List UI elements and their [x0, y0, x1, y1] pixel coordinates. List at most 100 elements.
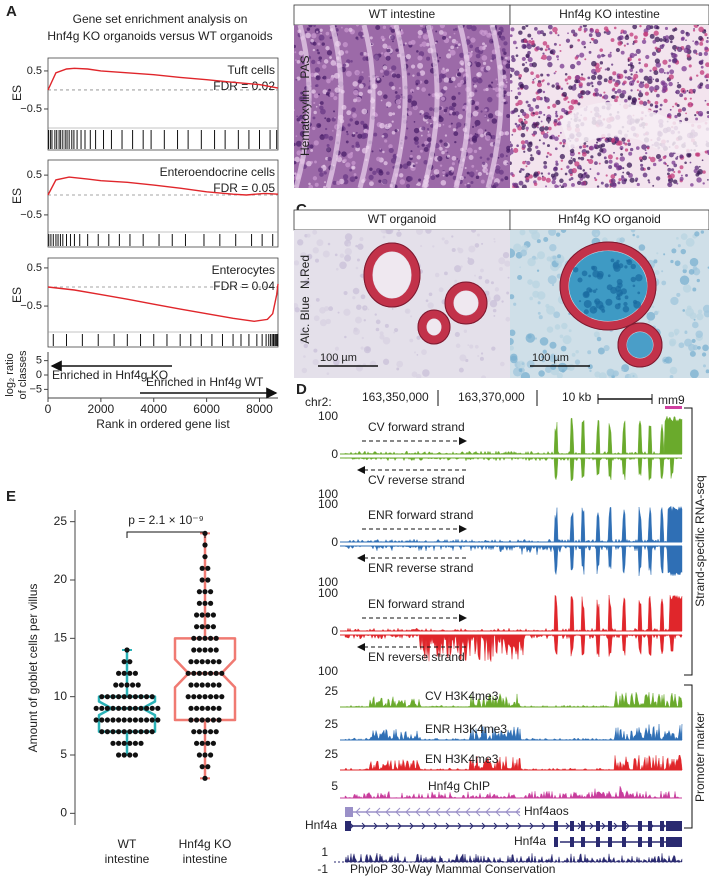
- significance-bracket: [126, 531, 206, 538]
- strand-chevron: [361, 822, 366, 830]
- cell: [574, 359, 581, 365]
- strand-chevron: [433, 822, 438, 830]
- stain-label: N.Red: [298, 255, 312, 289]
- cell: [443, 142, 448, 147]
- alcian-spot: [622, 305, 630, 313]
- arrow-label: Enriched in Hnf4g WT: [146, 375, 264, 389]
- cell: [564, 172, 568, 176]
- exon: [622, 837, 626, 847]
- cell: [549, 243, 557, 252]
- cell: [686, 89, 689, 92]
- cell: [405, 54, 411, 60]
- panel-label: C: [296, 201, 307, 218]
- data-point: [202, 554, 208, 560]
- cell: [416, 50, 419, 53]
- exon: [554, 821, 558, 831]
- data-point: [99, 694, 105, 700]
- cell: [656, 26, 660, 30]
- data-point: [110, 729, 116, 735]
- cell: [426, 121, 429, 124]
- cell: [545, 177, 551, 183]
- cell: [357, 133, 363, 139]
- cell: [439, 56, 441, 59]
- cell: [678, 342, 685, 349]
- cell: [438, 115, 442, 119]
- cell: [609, 185, 612, 188]
- cell: [667, 167, 672, 172]
- data-point: [194, 624, 200, 630]
- cell: [568, 178, 572, 181]
- cell: [472, 83, 475, 86]
- cell: [364, 129, 370, 134]
- cell: [322, 250, 330, 258]
- cell: [473, 84, 478, 88]
- cell: [334, 346, 340, 351]
- cell: [295, 140, 302, 147]
- cell: [638, 58, 641, 62]
- data-point: [113, 682, 119, 688]
- cell: [629, 68, 634, 72]
- cell: [530, 71, 534, 75]
- cell: [306, 253, 313, 260]
- cell: [614, 163, 618, 168]
- cell: [462, 108, 466, 112]
- cell: [649, 69, 652, 72]
- gene-label: Hnf4a: [305, 818, 337, 832]
- cell: [356, 258, 360, 262]
- cell: [671, 160, 676, 165]
- alcian-spot: [618, 263, 624, 269]
- cell: [683, 97, 687, 101]
- cell: [490, 59, 493, 62]
- cell: [426, 56, 431, 61]
- cell: [463, 176, 466, 179]
- cell: [423, 160, 428, 165]
- cell: [677, 82, 679, 84]
- cell: [681, 66, 687, 72]
- cell: [575, 75, 581, 80]
- data-point: [210, 624, 216, 630]
- cell: [673, 27, 678, 31]
- cell: [466, 25, 473, 30]
- cell: [673, 163, 678, 168]
- cell: [646, 146, 650, 150]
- strand-chevron: [505, 822, 510, 830]
- cell: [306, 160, 312, 167]
- cell: [578, 82, 583, 87]
- cell: [659, 103, 663, 107]
- cell: [308, 25, 313, 28]
- cell: [442, 31, 448, 37]
- cell: [393, 327, 399, 333]
- cell: [387, 123, 392, 128]
- cell: [643, 75, 649, 81]
- track-scale: 25: [325, 684, 339, 698]
- cell: [484, 108, 488, 112]
- cell: [547, 61, 553, 68]
- cell: [339, 253, 345, 258]
- cell: [480, 133, 484, 138]
- data-point: [191, 670, 197, 676]
- alcian-spot: [612, 262, 620, 270]
- data-point: [199, 740, 205, 746]
- cell: [308, 182, 311, 186]
- cell: [545, 185, 548, 188]
- exon: [660, 821, 664, 831]
- cell: [669, 366, 678, 375]
- cell: [346, 133, 349, 136]
- cell: [597, 347, 605, 355]
- x-tick-label: 8000: [246, 402, 273, 416]
- data-point: [216, 705, 222, 711]
- cell: [475, 169, 478, 172]
- cell: [346, 130, 349, 133]
- exon: [622, 821, 626, 831]
- cell: [470, 180, 474, 185]
- cell: [391, 73, 397, 78]
- cell: [642, 101, 648, 106]
- cell: [527, 279, 533, 285]
- cell: [417, 182, 421, 187]
- cell: [590, 74, 597, 80]
- cell: [649, 33, 655, 39]
- cell: [567, 75, 572, 80]
- cell: [354, 176, 358, 180]
- cell: [512, 110, 516, 114]
- cell: [360, 273, 365, 278]
